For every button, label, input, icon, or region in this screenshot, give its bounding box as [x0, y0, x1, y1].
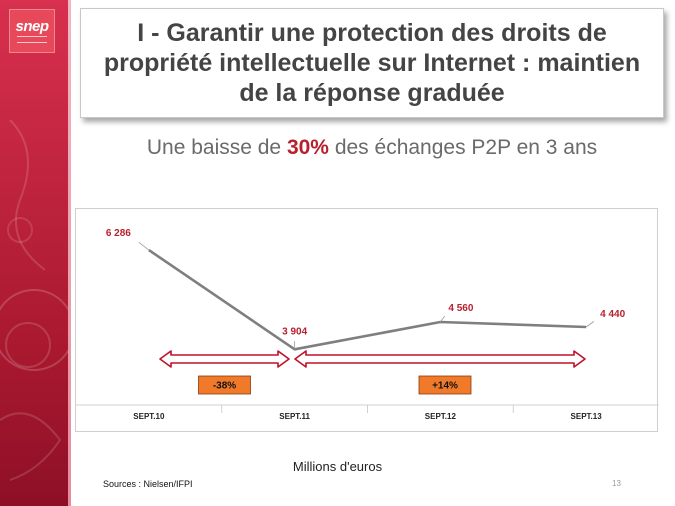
logo-text: snep [15, 18, 49, 35]
x-tick-label: SEPT.12 [425, 412, 457, 421]
snep-logo: snep [9, 9, 55, 53]
chart-frame: SEPT.10 SEPT.11 SEPT.12 SEPT.13 6 286 3 904 4 … [75, 208, 659, 432]
data-label-leader [138, 242, 150, 251]
decline-badge-label: -38% [213, 381, 236, 392]
data-label-leader [440, 315, 446, 323]
growth-badge-label: +14% [432, 381, 458, 392]
subtitle: Une baisse de 30% des échanges P2P en 3 … [80, 136, 664, 160]
title-box: I - Garantir une protection des droits d… [80, 8, 664, 118]
subtitle-suffix: des échanges P2P en 3 ans [328, 136, 598, 159]
growth-arrow [294, 350, 586, 368]
series-line [148, 249, 587, 351]
data-label: 3 904 [282, 326, 307, 337]
data-label: 4 440 [600, 309, 625, 320]
sidebar-edge [68, 0, 71, 506]
subtitle-highlight: 30% [286, 136, 329, 159]
logo-underline [17, 36, 47, 43]
sidebar-decoration [0, 119, 68, 481]
x-tick-label: SEPT.11 [279, 412, 310, 421]
line-chart: SEPT.10 SEPT.11 SEPT.12 SEPT.13 6 286 3 904 4 … [76, 228, 659, 421]
decline-badge [198, 375, 251, 395]
growth-badge [418, 375, 472, 395]
slide-title: I - Garantir une protection des droits d… [103, 19, 641, 107]
source-note: Sources : Nielsen/IFPI [103, 479, 193, 489]
sidebar-band [0, 0, 68, 506]
data-label: 4 560 [448, 303, 473, 314]
data-label-leader [585, 321, 595, 328]
x-tick-label: SEPT.13 [571, 412, 603, 421]
decline-arrow [159, 350, 290, 368]
page-number: 13 [612, 479, 621, 488]
unit-caption: Millions d'euros [292, 459, 383, 474]
subtitle-prefix: Une baisse de [146, 136, 287, 159]
x-tick-label: SEPT.10 [133, 412, 165, 421]
data-label: 6 286 [106, 228, 131, 239]
